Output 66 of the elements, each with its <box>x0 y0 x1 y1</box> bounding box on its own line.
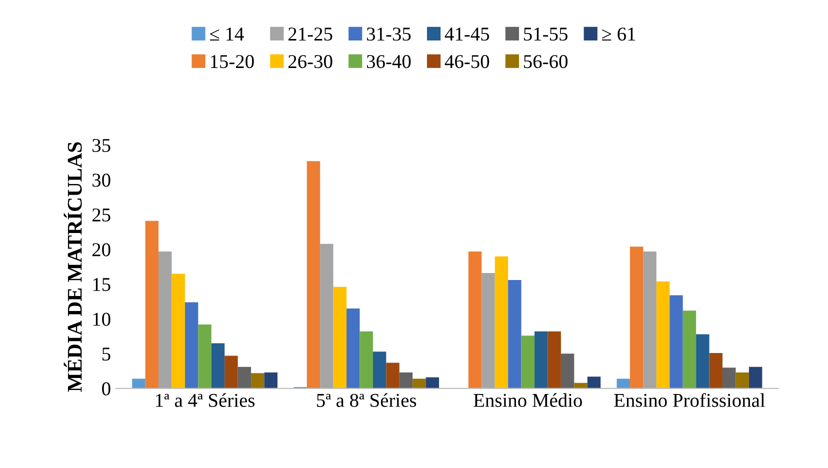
y-tick-label: 20 <box>92 243 110 256</box>
bar <box>616 378 630 388</box>
bar <box>306 161 320 388</box>
bar <box>656 281 670 388</box>
y-tick-label: 35 <box>92 138 110 152</box>
bar <box>736 372 749 388</box>
bar <box>748 366 762 388</box>
bar <box>508 280 522 388</box>
bar <box>587 376 601 388</box>
bar <box>643 251 656 388</box>
bar <box>534 331 548 388</box>
bar <box>333 286 347 388</box>
bar <box>494 256 508 388</box>
bar <box>521 336 535 388</box>
y-tick-label: 10 <box>93 312 110 326</box>
legend-label: 26-30 <box>288 55 332 68</box>
x-tick-label: 1ª a 4ª Séries <box>156 393 255 407</box>
bar <box>386 362 400 388</box>
bar <box>184 302 198 388</box>
bar <box>320 244 334 388</box>
bar <box>482 273 495 388</box>
y-tick-label: 25 <box>92 208 110 222</box>
y-axis-title: MÉDIA DE MATRÍCULAS <box>64 142 82 392</box>
legend-label: 36-40 <box>366 55 411 68</box>
bar <box>399 372 413 388</box>
x-tick-label: Ensino Profissional <box>614 393 765 407</box>
bar <box>360 331 373 388</box>
bar <box>670 295 683 388</box>
legend-label: ≥ 61 <box>602 28 636 41</box>
bar <box>158 251 172 388</box>
bar <box>709 352 723 388</box>
bar <box>172 274 185 388</box>
legend-label: 21-25 <box>288 28 332 41</box>
bar <box>560 354 574 388</box>
bar <box>198 324 212 388</box>
bar <box>251 373 264 388</box>
legend-label: ≤ 14 <box>210 28 244 40</box>
x-tick-label: 5ª a 8ª Séries <box>317 393 416 407</box>
bar <box>722 368 736 388</box>
bar <box>468 251 482 388</box>
legend-label: 41-45 <box>444 28 490 41</box>
bar <box>696 334 710 388</box>
x-tick-label: Ensino Médio <box>474 393 582 407</box>
bar <box>224 356 238 388</box>
bar <box>346 308 360 388</box>
bar <box>574 382 588 388</box>
y-tick-label: 0 <box>102 382 110 396</box>
bar <box>264 372 278 388</box>
bar <box>630 246 644 388</box>
bar <box>145 220 159 388</box>
y-tick-label: 5 <box>102 348 110 361</box>
legend-label: 46-50 <box>444 55 490 68</box>
bar <box>548 331 561 388</box>
bar <box>372 352 386 388</box>
bar <box>426 377 440 388</box>
legend-label: 56-60 <box>524 55 568 68</box>
bar <box>682 310 696 388</box>
y-tick-label: 15 <box>93 278 110 292</box>
y-tick-label: 30 <box>92 174 110 187</box>
legend-label: 51-55 <box>524 28 568 41</box>
bar <box>132 378 146 388</box>
bar <box>238 366 252 388</box>
bar <box>412 378 426 388</box>
bar <box>211 343 225 388</box>
legend-label: 15-20 <box>210 55 254 68</box>
legend-label: 31-35 <box>366 28 411 41</box>
